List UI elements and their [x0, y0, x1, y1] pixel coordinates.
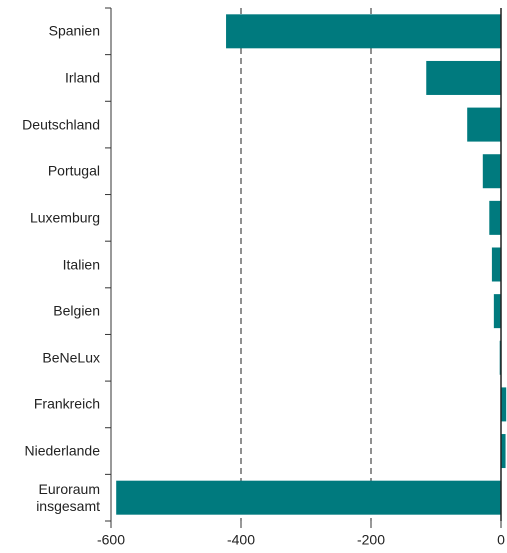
bar: [493, 294, 501, 329]
y-tick-label: Belgien: [53, 302, 100, 319]
y-tick-label: Deutschland: [22, 116, 100, 133]
y-tick-label: BeNeLux: [42, 349, 100, 366]
bar: [226, 14, 502, 49]
y-tick-label: Euroraum insgesamt: [36, 480, 100, 514]
y-tick-label: Frankreich: [33, 395, 100, 412]
x-tick-label: -600: [97, 532, 125, 548]
y-tick-label: Luxemburg: [29, 209, 100, 226]
bar: [501, 434, 506, 469]
y-tick-label: Portugal: [47, 162, 100, 179]
bar: [426, 60, 501, 95]
bar: [482, 154, 501, 189]
y-tick-label: Spanien: [48, 22, 100, 39]
x-tick-label: -200: [357, 532, 385, 548]
bar: [467, 107, 501, 142]
bar: [491, 247, 501, 282]
y-tick-label: Niederlande: [24, 442, 101, 459]
bar: [501, 387, 507, 422]
y-tick-label: Italien: [62, 256, 100, 272]
x-tick-label: -400: [227, 532, 255, 548]
y-tick-label: Irland: [64, 69, 100, 86]
bar: [116, 480, 501, 515]
x-tick-label: 0: [497, 532, 505, 548]
bar: [489, 200, 501, 235]
